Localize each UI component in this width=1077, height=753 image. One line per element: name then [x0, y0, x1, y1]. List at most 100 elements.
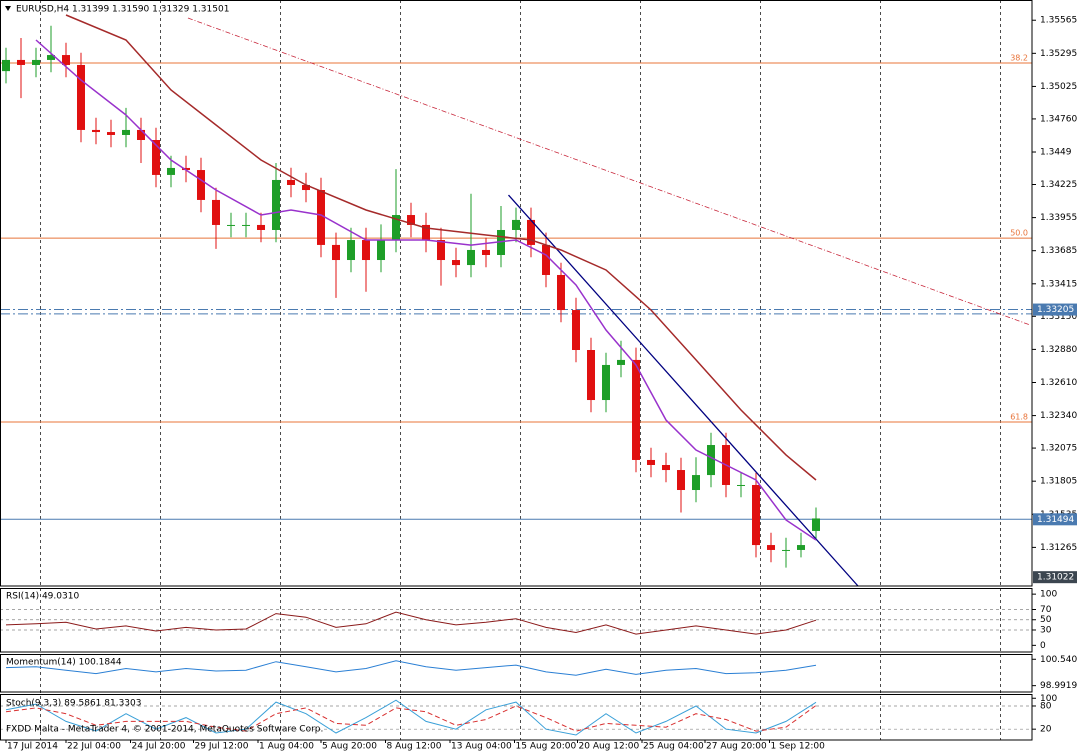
price-label-box: [1033, 571, 1077, 584]
x-tick-label: 1 Sep 12:00: [771, 742, 826, 752]
price-label-box: [1033, 513, 1077, 526]
x-tick-label: 20 Aug 12:00: [579, 742, 640, 752]
rsi-title: RSI(14) 49.0310: [6, 592, 79, 602]
indicator-line: [5, 660, 817, 676]
candle-body: [617, 359, 625, 365]
candle-body: [362, 240, 370, 261]
fibo-label: 50.0: [1010, 229, 1028, 238]
candle-body: [377, 240, 385, 261]
y-tick-label: 1.32340: [1040, 411, 1077, 421]
candle-body: [512, 219, 520, 230]
x-tick-label: 15 Aug 20:00: [516, 742, 577, 752]
candle-body: [17, 59, 25, 65]
candle-body: [587, 350, 595, 401]
main-panel: [0, 0, 1033, 587]
candle-body: [332, 244, 340, 261]
candle-body: [272, 179, 280, 230]
labels-layer: 1.35565 1.35295 1.35025 1.34760 1.3449 1.3422…: [7, 16, 1077, 752]
candle-body: [572, 310, 580, 351]
moving-average: [35, 39, 817, 541]
candle-body: [392, 215, 400, 241]
menu-arrow[interactable]: [5, 6, 11, 11]
candle-body: [32, 59, 40, 65]
candle-body: [107, 132, 115, 135]
fibo-label: 38.2: [1010, 54, 1028, 63]
y-tick-label: 80: [1040, 701, 1052, 711]
candle-body: [797, 545, 805, 550]
y-tick-label: 1.35295: [1040, 49, 1077, 59]
panel-frames: [0, 0, 1033, 741]
x-tick-label: 29 Jul 12:00: [195, 742, 249, 752]
sep-layer: [0, 0, 1032, 740]
price-label: 1.31022: [1037, 573, 1074, 583]
candle-body: [62, 55, 70, 65]
candle-body: [467, 249, 475, 266]
marks-layer: [1, 14, 1031, 736]
y-tick-label: 100: [1040, 694, 1057, 704]
candle-body: [92, 129, 100, 133]
candle-body: [497, 229, 505, 255]
candle-body: [602, 364, 610, 401]
y-tick-label: 1.33685: [1040, 246, 1077, 256]
price-label: 1.31494: [1037, 515, 1074, 525]
candle-body: [812, 518, 820, 531]
stoch-panel: [0, 694, 1033, 741]
candle-body: [542, 244, 550, 275]
candle-body: [317, 190, 325, 245]
candle-body: [287, 179, 295, 185]
candle-body: [662, 464, 670, 471]
candle-body: [137, 129, 145, 141]
copyright: FXDD Malta - MetaTrader 4, © 2001-2014, …: [6, 725, 323, 735]
momentum-title: Momentum(14) 100.1844: [6, 658, 122, 668]
candle-body: [737, 484, 745, 486]
x-tick-label: 24 Jul 20:00: [132, 742, 186, 752]
indicator-line: [5, 705, 817, 732]
y-tick-label: 30: [1040, 625, 1052, 635]
candle-body: [782, 549, 790, 551]
candle-body: [557, 274, 565, 311]
trendline: [508, 194, 859, 587]
y-tick-label: 1.34225: [1040, 180, 1077, 190]
candle-body: [242, 224, 250, 226]
y-tick-label: 70: [1040, 605, 1052, 615]
y-tick-label: 1.35565: [1040, 16, 1077, 26]
x-tick-label: 17 Jul 2014: [7, 742, 58, 752]
y-tick-label: 1.3449: [1040, 148, 1072, 158]
y-tick-label: 50: [1040, 615, 1052, 625]
x-tick-label: 25 Aug 04:00: [643, 742, 704, 752]
candle-body: [182, 167, 190, 171]
candle-body: [152, 140, 160, 175]
candle-body: [1, 59, 10, 72]
candle-body: [707, 445, 715, 476]
y-tick-label: 1.33150: [1040, 312, 1077, 322]
candle-body: [647, 459, 655, 465]
y-tick-label: 98.9919: [1040, 681, 1077, 691]
y-tick-label: 1.31265: [1040, 543, 1077, 553]
x-tick-label: 1 Aug 04:00: [259, 742, 314, 752]
rsi-panel: [0, 588, 1033, 653]
y-tick-label: 1.34760: [1040, 114, 1077, 124]
stoch-title: Stoch(9,3,3) 89.5861 81.3303: [6, 699, 141, 709]
y-tick-label: 0: [1040, 641, 1046, 651]
candle-body: [227, 224, 235, 226]
candle-body: [257, 224, 265, 230]
candle-body: [347, 240, 355, 261]
candle-body: [167, 167, 175, 175]
candle-body: [752, 484, 760, 546]
y-tick-label: 1.32610: [1040, 378, 1077, 388]
y-tick-label: 1.32880: [1040, 345, 1077, 355]
x-tick-label: 22 Jul 04:00: [67, 742, 121, 752]
candle-body: [677, 470, 685, 491]
candle-body: [302, 184, 310, 191]
candle-body: [47, 55, 55, 60]
candle-body: [422, 224, 430, 241]
candle-body: [452, 260, 460, 266]
candle-body: [77, 64, 85, 130]
x-tick-label: 13 Aug 04:00: [451, 742, 512, 752]
y-tick-label: 1.33955: [1040, 213, 1077, 223]
candle-body: [527, 219, 535, 245]
x-tick-label: 8 Aug 12:00: [387, 742, 442, 752]
candle-body: [212, 199, 220, 225]
